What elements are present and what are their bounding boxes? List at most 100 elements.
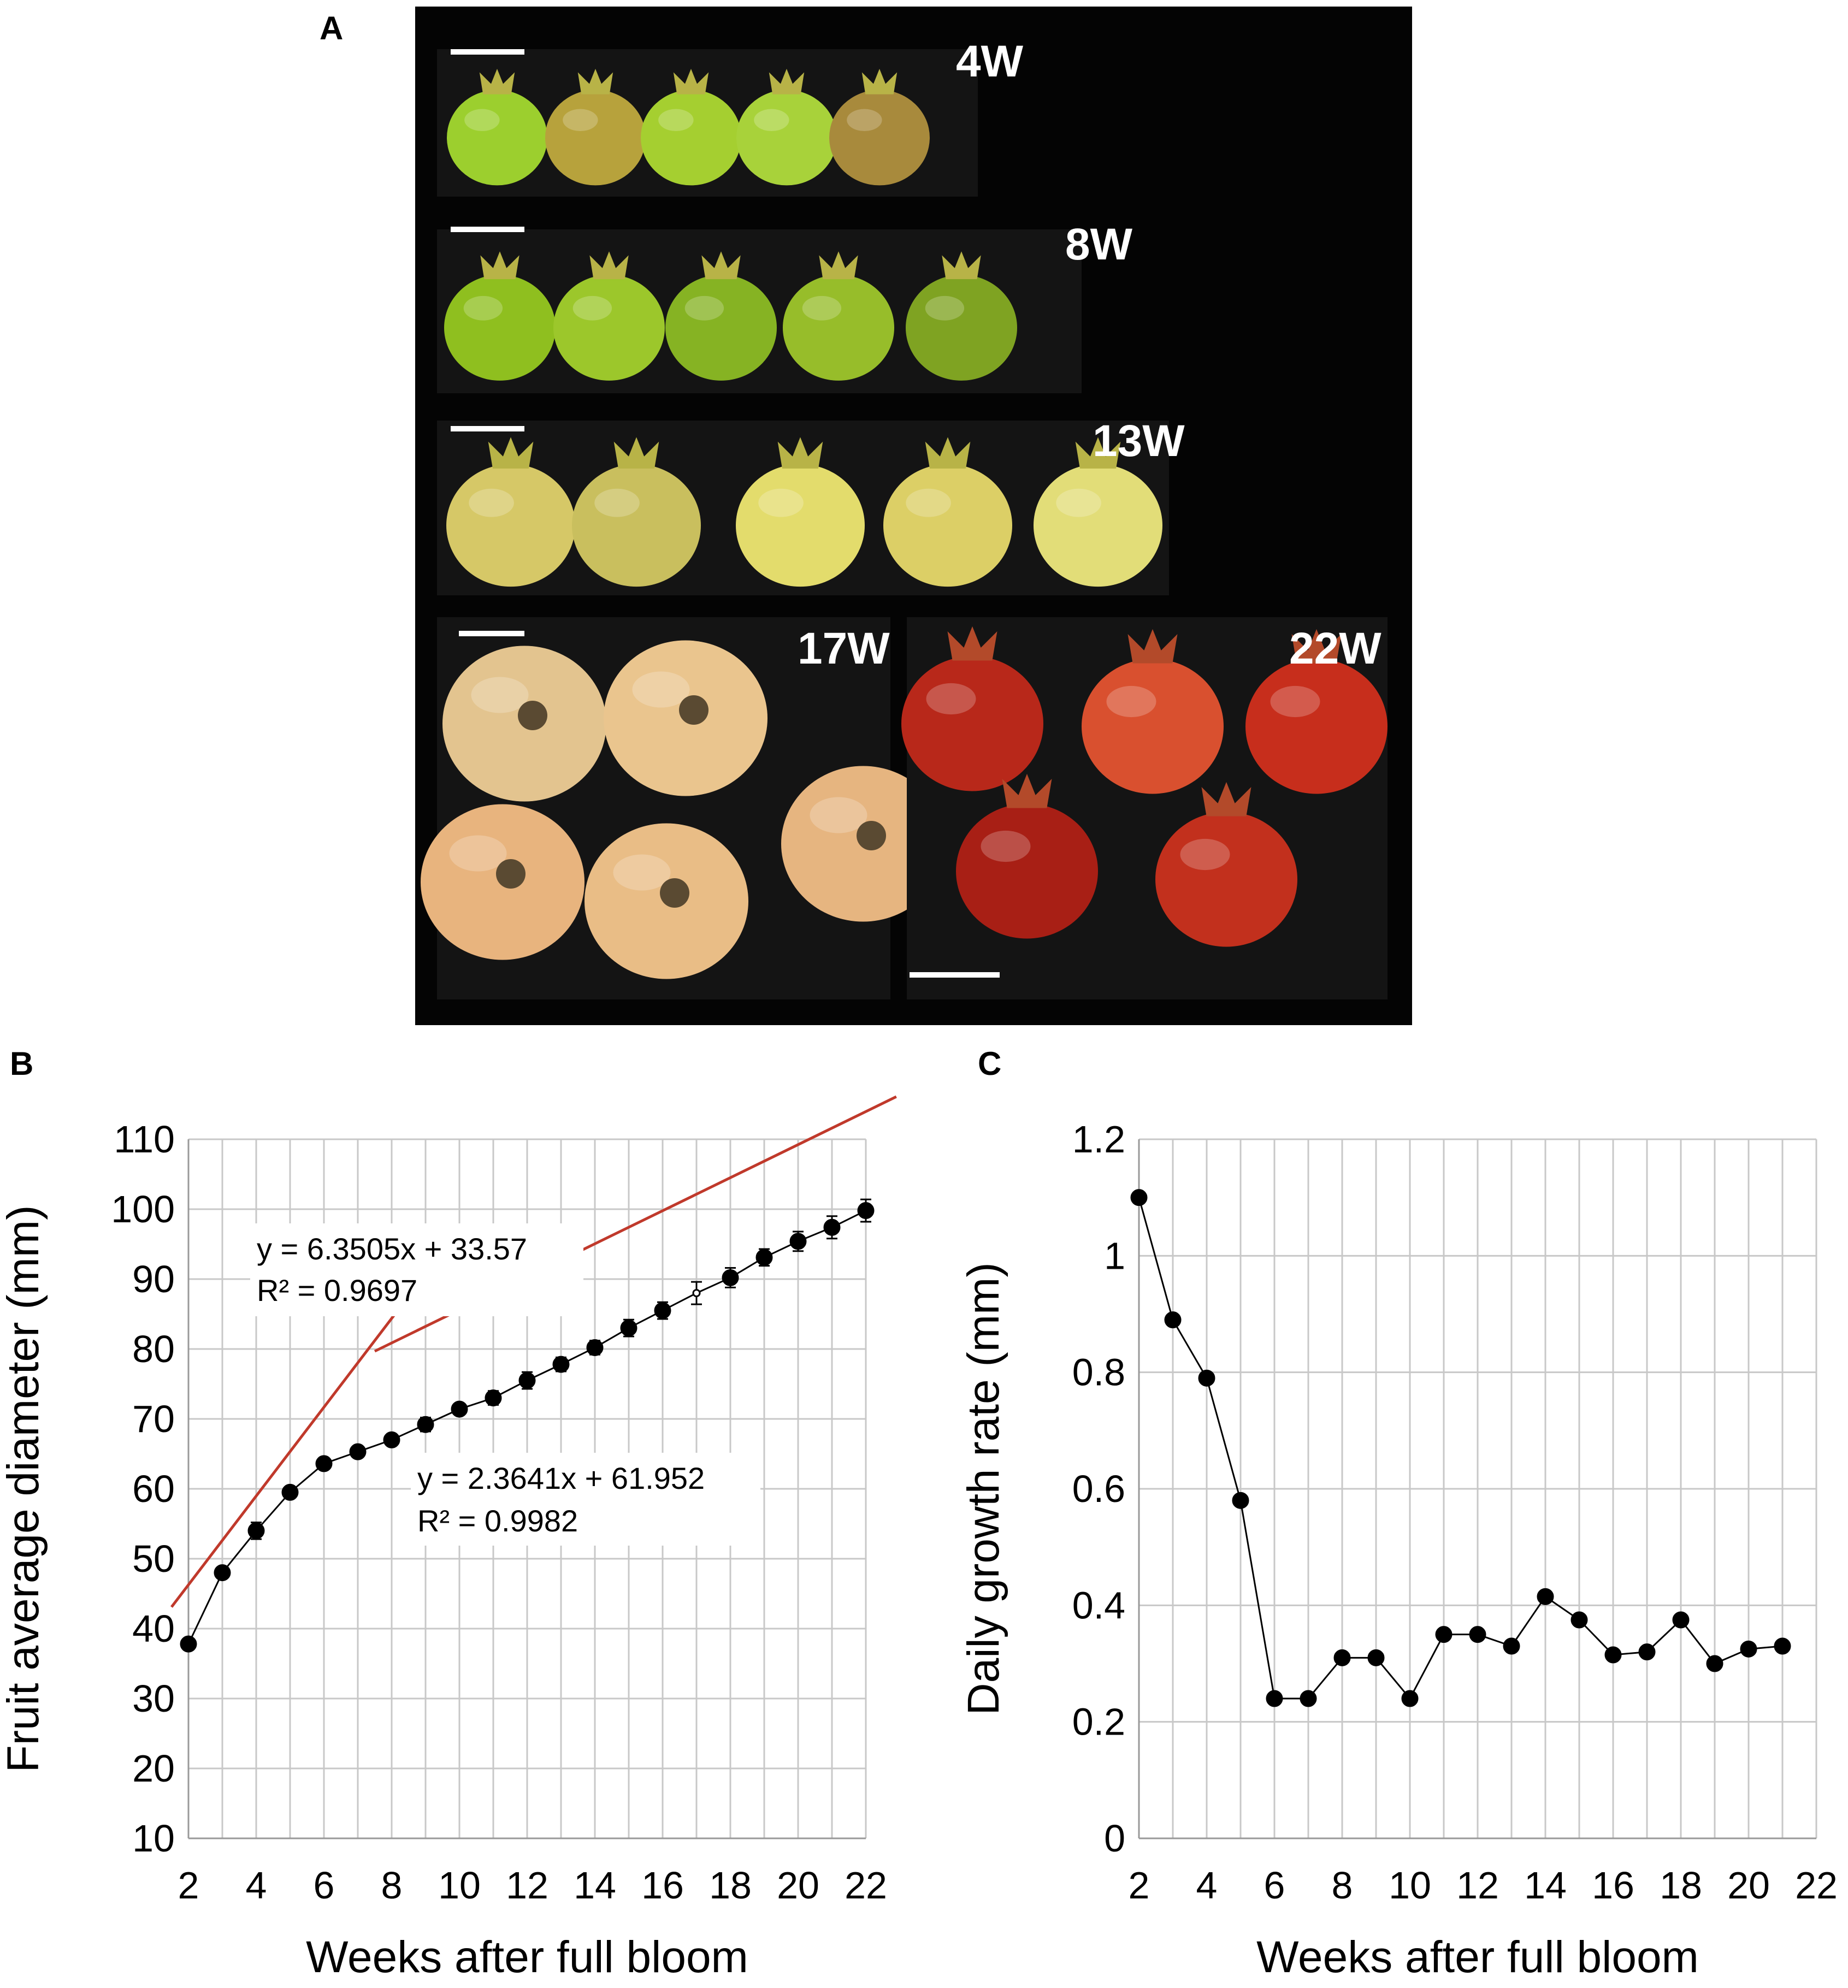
fruit-highlight [572, 295, 612, 321]
fruit-highlight [810, 797, 867, 833]
week-label-13W: 13W [1093, 416, 1185, 466]
y-tick-label: 100 [111, 1188, 175, 1230]
pomegranate-fruit [781, 766, 945, 922]
y-tick-label: 0.8 [1072, 1351, 1125, 1394]
fruit-body [444, 275, 556, 381]
y-tick-label: 0.4 [1072, 1584, 1125, 1626]
y-tick-label: 110 [114, 1118, 175, 1161]
fruit-highlight [802, 295, 842, 321]
fruit-body [572, 464, 701, 587]
photo-row-13W: 13W [437, 416, 1185, 595]
fruit-highlight [463, 295, 503, 321]
trendline-1-equation: y = 6.3505x + 33.57 [257, 1232, 527, 1266]
trendline-2-label: y = 2.3641x + 61.952 R² = 0.9982 [411, 1453, 760, 1546]
y-tick-label: 80 [132, 1328, 175, 1370]
data-point [823, 1218, 841, 1236]
photo-row-22W: 22W [901, 617, 1388, 999]
fruit-highlight [471, 677, 529, 713]
fruit-highlight [847, 109, 882, 132]
data-point [1537, 1588, 1554, 1605]
fruit-crown [925, 437, 971, 469]
pomegranate-fruit [447, 68, 547, 186]
data-point [315, 1455, 333, 1472]
photo-row-17W: 17W [421, 617, 945, 999]
fruit-crown [613, 437, 659, 469]
fruit-highlight [594, 488, 640, 517]
photo-row-8W: 8W [437, 220, 1133, 393]
data-point [247, 1522, 265, 1540]
panel-label-b: B [10, 1045, 33, 1082]
fruit-crown [947, 626, 997, 661]
pomegranate-fruit [1155, 782, 1297, 947]
data-point [281, 1483, 299, 1501]
fruit-body [447, 90, 547, 186]
data-point [1266, 1690, 1283, 1707]
fruit-body [1155, 812, 1297, 947]
data-point [1740, 1640, 1757, 1658]
x-tick-label: 20 [1727, 1864, 1770, 1907]
fruit-highlight [469, 488, 514, 517]
data-point [485, 1389, 502, 1407]
growth-rate-chart-x-axis-title: Weeks after full bloom [1256, 1932, 1699, 1982]
fruit-body [1245, 659, 1388, 794]
fruit-crown [769, 68, 805, 94]
data-point [1706, 1655, 1723, 1672]
x-tick-label: 4 [1196, 1864, 1218, 1907]
data-point [1638, 1643, 1656, 1661]
pomegranate-fruit [736, 437, 865, 587]
x-tick-label: 16 [641, 1864, 684, 1907]
fruit-crown [701, 251, 741, 280]
fruit-body [1034, 464, 1162, 587]
fruit-photo-panel: 4W 8W 13W 17W 22W [415, 7, 1412, 1025]
fruit-body [736, 90, 837, 186]
fruit-calyx [857, 821, 886, 850]
fruit-crown [589, 251, 629, 280]
fruit-calyx [679, 695, 709, 725]
fruit-highlight [658, 109, 694, 132]
fruit-body [665, 275, 777, 381]
fruit-body [956, 803, 1098, 939]
fruit-crown [480, 251, 519, 280]
fruit-crown [861, 68, 898, 94]
trendline-1-label: y = 6.3505x + 33.57 R² = 0.9697 [250, 1223, 583, 1316]
fruit-crown [1127, 629, 1178, 664]
data-point [1774, 1637, 1791, 1655]
data-point [857, 1202, 875, 1220]
data-point [1570, 1611, 1588, 1629]
pomegranate-fruit [444, 251, 556, 381]
data-point [214, 1564, 231, 1582]
fruit-highlight [925, 295, 965, 321]
fruit-crown [942, 251, 981, 280]
fruit-highlight [1056, 488, 1101, 517]
data-point [1130, 1189, 1148, 1206]
fruit-crown [1201, 782, 1251, 816]
data-point [722, 1269, 739, 1286]
x-tick-label: 20 [777, 1864, 819, 1907]
fruit-body [783, 275, 894, 381]
pomegranate-fruit [584, 823, 748, 979]
fruit-body [829, 90, 930, 186]
data-point [1503, 1637, 1520, 1655]
data-point [451, 1400, 468, 1418]
fruit-crown [1291, 629, 1342, 664]
data-point [586, 1339, 604, 1356]
growth-rate-chart: 2 4 6 8 10 12 14 16 18 20 22 0 0.2 0.4 0.6 0.8 1 1.2 Week… [959, 1118, 1838, 1982]
pomegranate-fruit [783, 251, 894, 381]
x-tick-label: 12 [506, 1864, 548, 1907]
data-point [1435, 1626, 1453, 1643]
x-tick-label: 10 [1389, 1864, 1431, 1907]
y-tick-label: 90 [132, 1258, 175, 1300]
x-tick-label: 2 [178, 1864, 199, 1907]
pomegranate-fruit [641, 68, 741, 186]
pomegranate-fruit [421, 804, 584, 960]
fruit-highlight [1270, 685, 1320, 718]
data-point [692, 1289, 701, 1298]
fruit-body [446, 464, 575, 587]
fruit-highlight [926, 683, 976, 715]
diameter-chart: 2 4 6 8 10 12 14 16 18 20 22 10 20 30 40 50 60 70 80 90 100 1… [0, 1095, 897, 1982]
growth-rate-chart-y-axis-title: Daily growth rate (mm) [959, 1262, 1008, 1715]
data-point [1232, 1492, 1249, 1509]
data-point [620, 1320, 637, 1337]
photo-row-4W: 4W [437, 37, 1024, 197]
